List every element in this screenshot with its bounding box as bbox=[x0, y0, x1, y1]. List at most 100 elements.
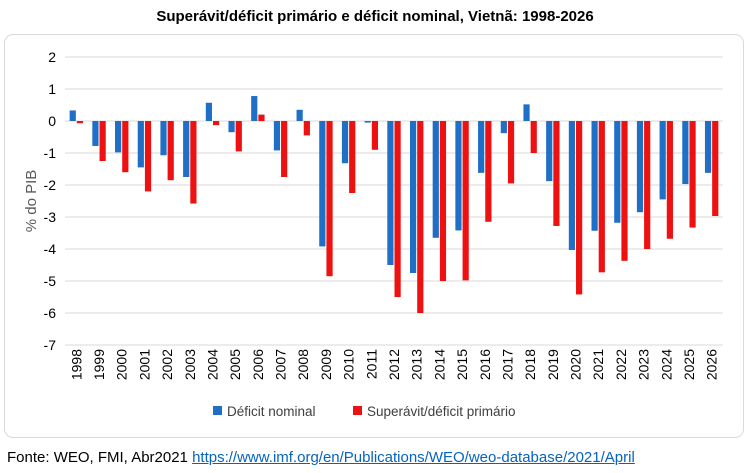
x-tick-label: 2003 bbox=[182, 349, 198, 380]
bar-deficit-nominal-2006 bbox=[251, 96, 258, 121]
x-tick-label: 2009 bbox=[318, 349, 334, 380]
bar-deficit-nominal-2018 bbox=[523, 104, 530, 121]
bar-primario-2024 bbox=[666, 121, 673, 239]
bar-primario-2004 bbox=[212, 121, 220, 126]
source-note: Fonte: WEO, FMI, Abr2021 https://www.imf… bbox=[7, 449, 635, 466]
legend-swatch bbox=[213, 406, 222, 415]
x-tick-label: 2021 bbox=[590, 349, 606, 380]
bar-primario-2023 bbox=[644, 121, 651, 249]
bar-primario-2013 bbox=[417, 121, 424, 313]
bar-deficit-nominal-2008 bbox=[296, 109, 303, 121]
bar-primario-2001 bbox=[144, 121, 152, 192]
x-tick-label: 2018 bbox=[522, 349, 538, 380]
bar-primario-2014 bbox=[439, 121, 447, 281]
chart-title: Superávit/déficit primário e déficit nom… bbox=[156, 8, 594, 25]
bar-primario-2018 bbox=[530, 121, 537, 153]
legend-label: Déficit nominal bbox=[227, 404, 316, 419]
bar-primario-2025 bbox=[689, 121, 696, 228]
x-tick-label: 2025 bbox=[681, 349, 697, 380]
x-tick-label: 2007 bbox=[273, 349, 289, 380]
bar-deficit-nominal-2009 bbox=[319, 121, 326, 247]
bar-primario-2009 bbox=[326, 121, 333, 277]
source-link[interactable]: https://www.imf.org/en/Publications/WEO/… bbox=[192, 449, 635, 466]
bar-primario-2010 bbox=[349, 121, 356, 193]
x-tick-label: 2024 bbox=[658, 349, 674, 380]
bar-primario-2016 bbox=[485, 121, 492, 222]
x-tick-label: 2000 bbox=[114, 349, 130, 380]
bar-deficit-nominal-2001 bbox=[137, 121, 144, 168]
bar-deficit-nominal-1998 bbox=[69, 110, 76, 121]
x-tick-label: 2002 bbox=[159, 349, 175, 380]
bar-deficit-nominal-2002 bbox=[160, 121, 167, 156]
bar-primario-2026 bbox=[712, 121, 719, 217]
bar-primario-2002 bbox=[167, 121, 174, 181]
source-prefix: Fonte: WEO, FMI, Abr2021 bbox=[7, 449, 193, 466]
x-tick-label: 2006 bbox=[250, 349, 266, 380]
x-tick-label: 2014 bbox=[431, 349, 447, 380]
bar-deficit-nominal-2026 bbox=[704, 121, 712, 173]
y-tick-label: -7 bbox=[44, 337, 57, 353]
bar-deficit-nominal-2003 bbox=[183, 121, 190, 177]
y-tick-label: -1 bbox=[44, 145, 57, 161]
bar-deficit-nominal-2022 bbox=[614, 121, 621, 223]
x-tick-label: 2010 bbox=[341, 349, 357, 380]
bar-deficit-nominal-1999 bbox=[92, 121, 99, 146]
x-tick-label: 2012 bbox=[386, 349, 402, 380]
bar-primario-2008 bbox=[303, 121, 310, 136]
bar-primario-2012 bbox=[394, 121, 401, 297]
legend-label: Superávit/déficit primário bbox=[367, 404, 516, 419]
bar-deficit-nominal-2020 bbox=[568, 121, 576, 250]
y-tick-label: -4 bbox=[44, 241, 57, 257]
x-tick-label: 2008 bbox=[295, 349, 311, 380]
x-tick-label: 2013 bbox=[409, 349, 425, 380]
bar-deficit-nominal-2015 bbox=[455, 121, 462, 231]
bar-primario-2005 bbox=[235, 121, 242, 152]
y-axis-label: % do PIB bbox=[23, 170, 40, 233]
x-tick-label: 2023 bbox=[636, 349, 652, 380]
y-tick-label: 2 bbox=[48, 49, 56, 65]
bar-deficit-nominal-2010 bbox=[341, 121, 349, 164]
x-tick-label: 2019 bbox=[545, 349, 561, 380]
bar-primario-2006 bbox=[258, 114, 265, 121]
bar-deficit-nominal-2016 bbox=[478, 121, 485, 173]
bar-deficit-nominal-2000 bbox=[115, 121, 122, 153]
x-tick-label: 2016 bbox=[477, 349, 493, 380]
x-tick-label: 2020 bbox=[568, 349, 584, 380]
y-tick-label: -2 bbox=[44, 177, 57, 193]
bar-deficit-nominal-2024 bbox=[659, 121, 666, 200]
bar-primario-2022 bbox=[621, 121, 628, 261]
bar-deficit-nominal-2017 bbox=[500, 121, 507, 134]
bar-primario-2019 bbox=[553, 121, 560, 226]
x-tick-label: 2015 bbox=[454, 349, 470, 380]
bar-deficit-nominal-2005 bbox=[228, 121, 235, 133]
bar-primario-2000 bbox=[122, 121, 129, 173]
x-tick-label: 2011 bbox=[363, 349, 379, 379]
y-tick-label: 0 bbox=[48, 113, 56, 129]
x-tick-label: 2004 bbox=[204, 349, 220, 380]
bar-primario-2007 bbox=[281, 121, 288, 177]
bar-deficit-nominal-2023 bbox=[636, 121, 644, 213]
y-tick-label: -6 bbox=[44, 305, 57, 321]
bar-primario-1999 bbox=[99, 121, 106, 161]
x-tick-label: 2001 bbox=[136, 349, 152, 380]
y-tick-label: -5 bbox=[44, 273, 57, 289]
y-tick-label: 1 bbox=[48, 81, 56, 97]
bar-primario-2011 bbox=[371, 121, 379, 150]
bar-primario-2021 bbox=[598, 121, 605, 273]
y-tick-label: -3 bbox=[44, 209, 57, 225]
x-tick-label: 1998 bbox=[68, 349, 84, 380]
bar-primario-2017 bbox=[507, 121, 515, 184]
bar-deficit-nominal-2014 bbox=[432, 121, 439, 238]
bar-primario-2003 bbox=[190, 121, 197, 204]
bar-deficit-nominal-2012 bbox=[387, 121, 394, 265]
bar-deficit-nominal-2011 bbox=[364, 121, 371, 123]
bar-deficit-nominal-2025 bbox=[682, 121, 689, 185]
x-tick-label: 2022 bbox=[613, 349, 629, 380]
bar-primario-1998 bbox=[76, 121, 84, 124]
bar-deficit-nominal-2019 bbox=[546, 121, 553, 182]
x-tick-label: 2017 bbox=[499, 349, 515, 380]
legend-swatch bbox=[353, 406, 362, 415]
bar-primario-2020 bbox=[576, 121, 583, 295]
bar-deficit-nominal-2007 bbox=[273, 121, 281, 151]
